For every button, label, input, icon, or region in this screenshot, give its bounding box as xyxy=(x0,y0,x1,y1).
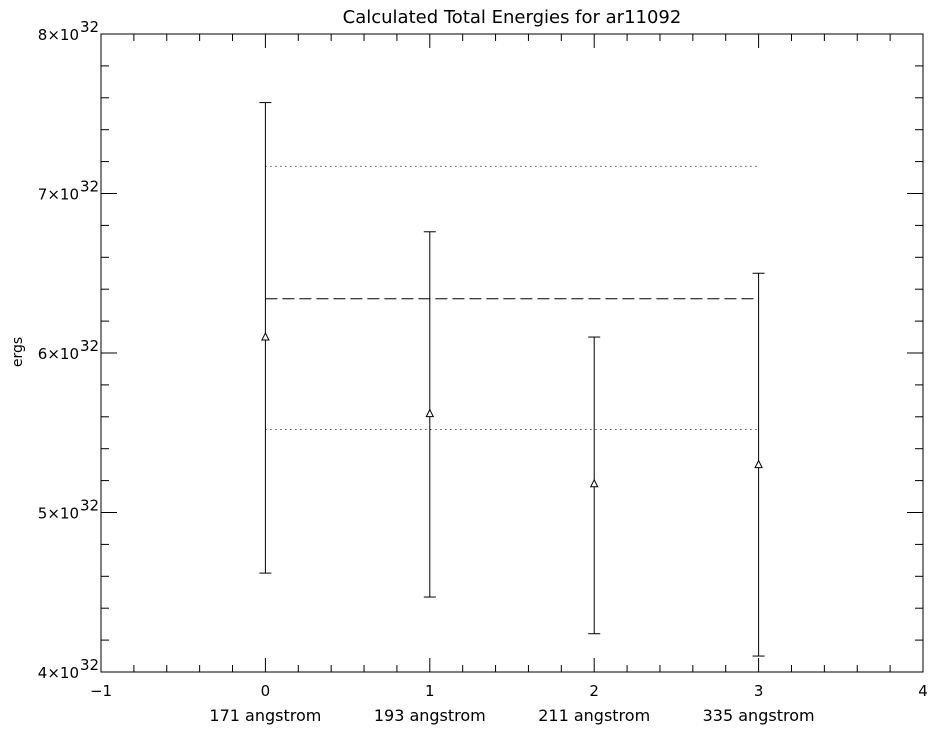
x-tick-label: −1 xyxy=(90,682,112,700)
category-label: 335 angstrom xyxy=(703,706,815,725)
data-point-triangle xyxy=(261,331,270,341)
x-tick-label: 1 xyxy=(425,682,435,700)
chart-title: Calculated Total Energies for ar11092 xyxy=(343,7,682,28)
y-tick-exponent: 32 xyxy=(80,18,99,36)
tick-labels-layer: −1 0 1 2 3 44×10 325×10 326×10 327×10 328×10 32171… xyxy=(38,18,928,725)
x-tick-label: 3 xyxy=(754,682,764,700)
y-tick-label: 6×10 xyxy=(38,345,79,363)
data-point-triangle xyxy=(589,478,599,488)
x-tick-label: 2 xyxy=(589,682,599,700)
category-label: 193 angstrom xyxy=(374,706,486,725)
y-tick-label: 5×10 xyxy=(38,505,79,523)
y-tick-label: 4×10 xyxy=(38,664,79,682)
reference-lines-layer xyxy=(265,165,759,431)
y-axis-label: ergs xyxy=(10,337,26,367)
data-point-triangle xyxy=(754,459,763,469)
y-tick-exponent: 32 xyxy=(80,656,99,674)
data-point-triangle xyxy=(425,408,435,418)
y-tick-label: 7×10 xyxy=(38,186,79,204)
x-tick-label: 0 xyxy=(261,682,271,700)
y-tick-exponent: 32 xyxy=(80,178,99,196)
y-tick-label: 8×10 xyxy=(38,26,79,44)
ticks-layer xyxy=(100,33,924,673)
category-label: 211 angstrom xyxy=(538,706,650,725)
points-layer xyxy=(259,102,765,657)
category-label: 171 angstrom xyxy=(209,706,321,725)
plot-frame xyxy=(100,33,924,673)
y-tick-exponent: 32 xyxy=(80,337,99,355)
y-tick-exponent: 32 xyxy=(80,497,99,515)
x-tick-label: 4 xyxy=(918,682,928,700)
